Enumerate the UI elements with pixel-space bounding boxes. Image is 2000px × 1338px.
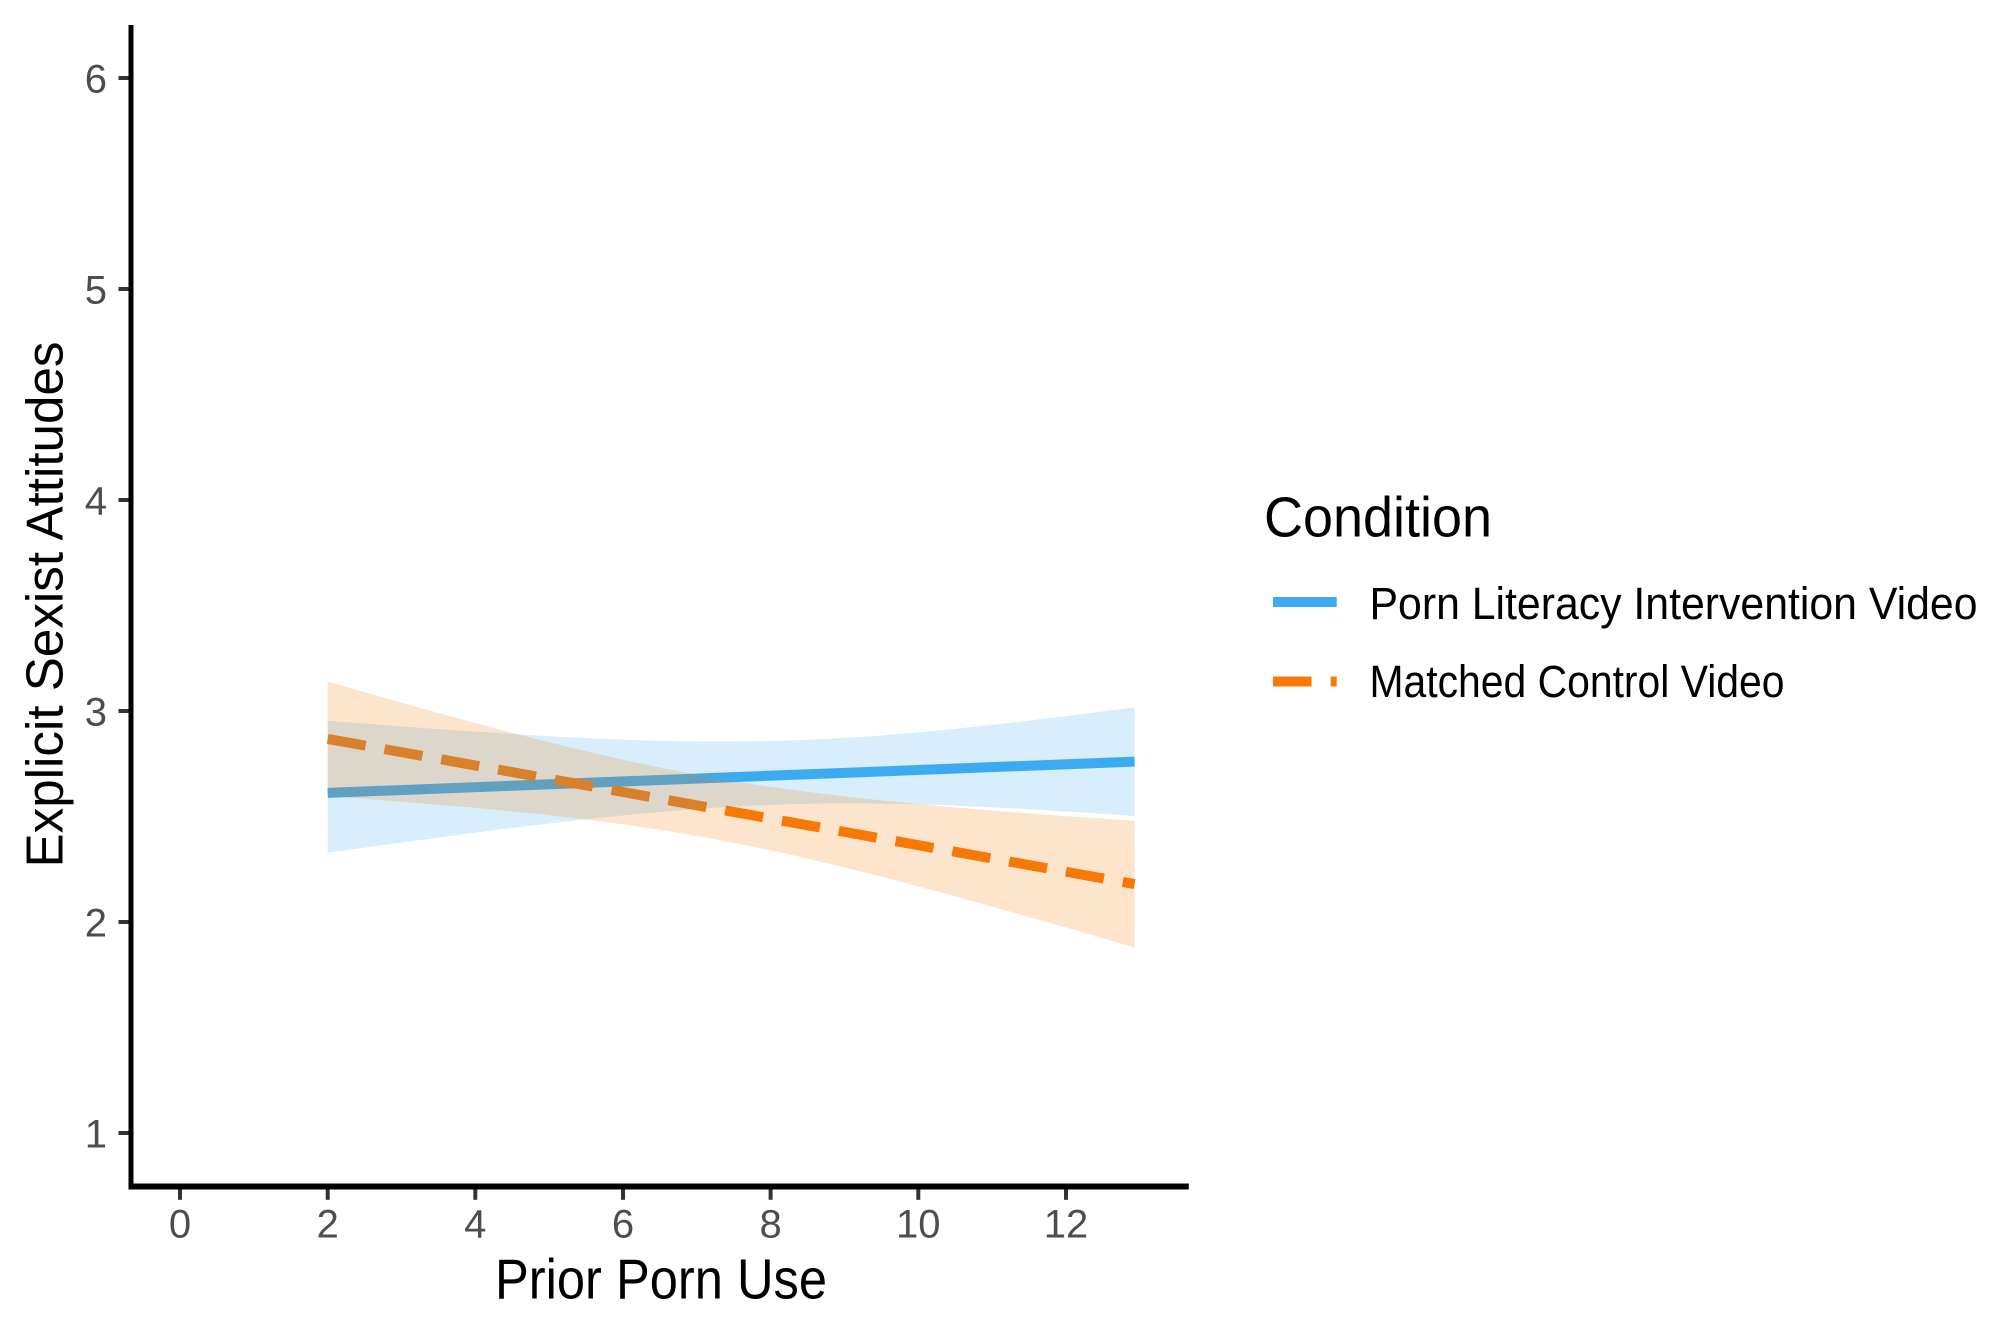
svg-text:10: 10 [896, 1203, 941, 1247]
svg-text:6: 6 [85, 58, 107, 102]
svg-text:1: 1 [85, 1113, 107, 1157]
svg-text:Porn Literacy Intervention Vid: Porn Literacy Intervention Video [1370, 578, 1978, 629]
svg-text:Condition: Condition [1264, 486, 1492, 550]
svg-text:Matched Control Video: Matched Control Video [1370, 656, 1785, 707]
svg-text:12: 12 [1044, 1203, 1089, 1247]
svg-text:2: 2 [85, 902, 107, 946]
svg-text:8: 8 [759, 1203, 781, 1247]
svg-text:4: 4 [464, 1203, 486, 1247]
svg-text:Explicit Sexist Attitudes: Explicit Sexist Attitudes [17, 342, 75, 868]
svg-text:5: 5 [85, 269, 107, 313]
svg-text:Prior Porn Use: Prior Porn Use [495, 1248, 827, 1312]
svg-text:6: 6 [612, 1203, 634, 1247]
svg-text:3: 3 [85, 691, 107, 735]
svg-text:4: 4 [85, 480, 107, 524]
svg-text:0: 0 [169, 1203, 191, 1247]
svg-text:2: 2 [317, 1203, 339, 1247]
